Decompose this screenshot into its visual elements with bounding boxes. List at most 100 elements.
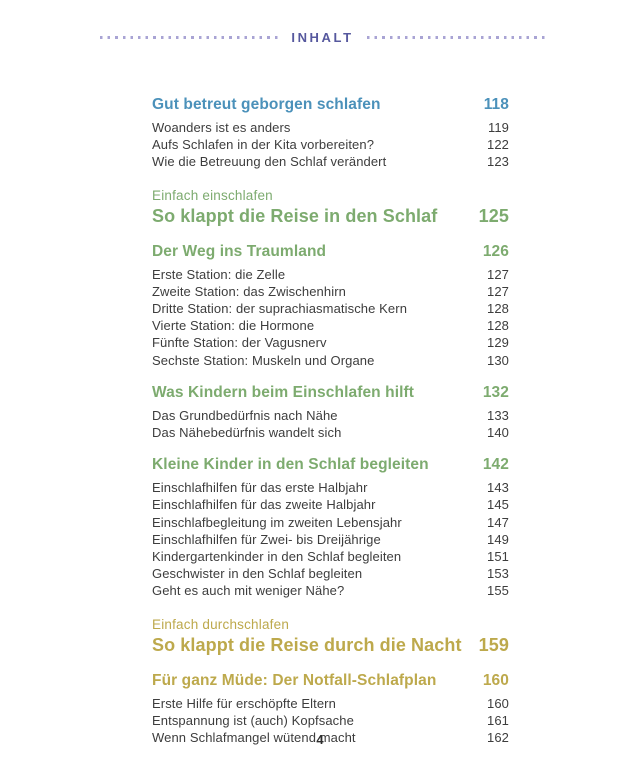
toc-part-page: 125: [478, 205, 509, 226]
toc-entry: Wenn Schlafmangel wütend macht 162: [152, 729, 509, 746]
toc-entry-label: Kindergartenkinder in den Schlaf begleit…: [152, 549, 402, 565]
toc-entry-label: Woanders ist es anders: [152, 120, 291, 135]
toc-section: Einfach einschlafen So klappt die Reise i…: [152, 187, 509, 228]
toc-entry-page: 161: [487, 712, 509, 728]
toc-entry-label: Das Grundbedürfnis nach Nähe: [152, 407, 338, 423]
toc-entry-label: Das Nähebedürfnis wandelt sich: [152, 425, 342, 441]
toc-part-eyebrow: Einfach durchschlafen: [152, 616, 290, 632]
toc-heading-title: Gut betreut geborgen schlafen: [152, 96, 381, 113]
toc-entry-label: Einschlafhilfen für Zwei- bis Dreijährig…: [152, 531, 381, 547]
toc-entry-page: 155: [487, 583, 509, 599]
toc-entry-page: 127: [487, 283, 509, 299]
toc-part-title-row: So klappt die Reise durch die Nacht 159: [152, 633, 509, 657]
toc-entry: Kindergartenkinder in den Schlaf begleit…: [152, 548, 509, 565]
toc-entry: Zweite Station: das Zwischenhirn 127: [152, 283, 509, 300]
toc-entry: Geht es auch mit weniger Nähe? 155: [152, 582, 509, 599]
page-header: INHALT: [100, 30, 546, 45]
toc-entry: Einschlafbegleitung im zweiten Lebensjah…: [152, 514, 509, 531]
toc-entry-page: 147: [487, 514, 509, 530]
toc-entry-page: 140: [487, 425, 509, 441]
toc-entry-page: 160: [487, 695, 509, 711]
toc-section: Einfach durchschlafen So klappt die Reise…: [152, 616, 509, 657]
toc-part-eyebrow: Einfach einschlafen: [152, 187, 273, 203]
toc-entry: Das Grundbedürfnis nach Nähe 133: [152, 407, 509, 424]
toc-heading-row: Gut betreut geborgen schlafen 118: [152, 95, 509, 115]
toc-entry-page: 129: [487, 335, 509, 351]
toc-entry: Erste Hilfe für erschöpfte Eltern 160: [152, 695, 509, 712]
toc-entry-label: Geschwister in den Schlaf begleiten: [152, 566, 363, 582]
toc-entry: Aufs Schlafen in der Kita vorbereiten? 12…: [152, 136, 509, 153]
toc-entry-page: 149: [487, 531, 509, 547]
toc-entry-page: 151: [487, 549, 509, 565]
toc-heading-page: 160: [482, 671, 509, 689]
toc-heading-page: 132: [482, 383, 509, 401]
toc-entry-label: Fünfte Station: der Vagusnerv: [152, 335, 327, 351]
toc-entry-page: 143: [487, 480, 509, 496]
toc-entry-label: Aufs Schlafen in der Kita vorbereiten?: [152, 137, 375, 153]
toc-entry: Geschwister in den Schlaf begleiten 153: [152, 565, 509, 582]
toc-entry: Sechste Station: Muskeln und Organe 130: [152, 352, 509, 369]
toc-part-heading: Einfach einschlafen So klappt die Reise i…: [152, 187, 509, 228]
toc-entry-label: Zweite Station: das Zwischenhirn: [152, 283, 346, 299]
toc-heading-title: Für ganz Müde: Der Notfall-Schlafplan: [152, 671, 437, 689]
toc-entry-label: Einschlafhilfen für das zweite Halbjahr: [152, 497, 376, 513]
toc-entry: Woanders ist es anders 119: [152, 119, 509, 136]
toc-heading-page: 126: [482, 242, 509, 260]
toc-section: Gut betreut geborgen schlafen 118 Woanders…: [152, 95, 509, 171]
toc-entry-page: 133: [487, 407, 509, 423]
toc-entry: Erste Station: die Zelle 127: [152, 266, 509, 283]
toc-entry-label: Sechste Station: Muskeln und Organe: [152, 352, 375, 368]
toc-heading-title: Was Kindern beim Einschlafen hilft: [152, 383, 415, 401]
toc-entry-label: Vierte Station: die Hormone: [152, 318, 315, 334]
toc-entry-page: 128: [487, 318, 509, 334]
toc-part-title: So klappt die Reise durch die Nacht: [152, 634, 462, 655]
toc-entry-page: 130: [487, 352, 509, 368]
toc-part-title-row: So klappt die Reise in den Schlaf 125: [152, 204, 509, 228]
toc-entry: Einschlafhilfen für das zweite Halbjahr 1…: [152, 496, 509, 513]
toc-part-title: So klappt die Reise in den Schlaf: [152, 205, 438, 226]
toc-entry-label: Erste Hilfe für erschöpfte Eltern: [152, 695, 336, 711]
toc-entry-label: Erste Station: die Zelle: [152, 266, 286, 282]
toc-entry-label: Dritte Station: der suprachiasmatische K…: [152, 301, 408, 317]
toc-heading-page: 142: [482, 456, 509, 474]
toc-section: Kleine Kinder in den Schlaf begleiten 142…: [152, 455, 509, 599]
toc-entry-page: 127: [487, 266, 509, 282]
toc-heading-row: Was Kindern beim Einschlafen hilft 132: [152, 383, 509, 403]
toc-heading-row: Kleine Kinder in den Schlaf begleiten 142: [152, 455, 509, 475]
toc-entry: Einschlafhilfen für Zwei- bis Dreijährig…: [152, 531, 509, 548]
toc-entry-label: Wenn Schlafmangel wütend macht: [152, 730, 356, 746]
toc-part-page: 159: [478, 634, 509, 655]
toc-heading-row: Der Weg ins Traumland 126: [152, 242, 509, 262]
toc-entry-page: 123: [487, 154, 509, 170]
toc-section: Was Kindern beim Einschlafen hilft 132 Das…: [152, 383, 509, 441]
dotted-rule-left: [100, 36, 279, 39]
toc-entry-page: 119: [487, 120, 509, 135]
table-of-contents: Gut betreut geborgen schlafen 118 Woanders…: [152, 95, 509, 746]
toc-heading-page: 118: [483, 96, 509, 113]
toc-entry: Vierte Station: die Hormone 128: [152, 317, 509, 334]
toc-entry-page: 128: [487, 301, 509, 317]
toc-entry-page: 145: [487, 497, 509, 513]
toc-entry-label: Wie die Betreuung den Schlaf verändert: [152, 154, 387, 170]
toc-entry-page: 153: [487, 566, 509, 582]
dotted-rule-right: [366, 36, 546, 39]
toc-entry-page: 162: [487, 730, 509, 746]
page-header-title: INHALT: [291, 30, 354, 45]
toc-entry: Dritte Station: der suprachiasmatische K…: [152, 300, 509, 317]
toc-section: Der Weg ins Traumland 126 Erste Station: d…: [152, 242, 509, 369]
toc-heading-title: Der Weg ins Traumland: [152, 242, 327, 260]
toc-entry: Wie die Betreuung den Schlaf verändert 12…: [152, 153, 509, 170]
toc-section: Für ganz Müde: Der Notfall-Schlafplan 160…: [152, 671, 509, 747]
toc-entry: Einschlafhilfen für das erste Halbjahr 14…: [152, 479, 509, 496]
toc-entry-label: Entspannung ist (auch) Kopfsache: [152, 712, 354, 728]
toc-entry-label: Einschlafhilfen für das erste Halbjahr: [152, 480, 368, 496]
toc-entry-label: Geht es auch mit weniger Nähe?: [152, 583, 345, 599]
toc-heading-row: Für ganz Müde: Der Notfall-Schlafplan 160: [152, 671, 509, 691]
toc-heading-title: Kleine Kinder in den Schlaf begleiten: [152, 456, 429, 474]
toc-entry: Entspannung ist (auch) Kopfsache 161: [152, 712, 509, 729]
toc-part-heading: Einfach durchschlafen So klappt die Reise…: [152, 616, 509, 657]
toc-entry-label: Einschlafbegleitung im zweiten Lebensjah…: [152, 514, 402, 530]
toc-entry: Fünfte Station: der Vagusnerv 129: [152, 334, 509, 351]
page-number-footer: 4: [316, 732, 324, 747]
